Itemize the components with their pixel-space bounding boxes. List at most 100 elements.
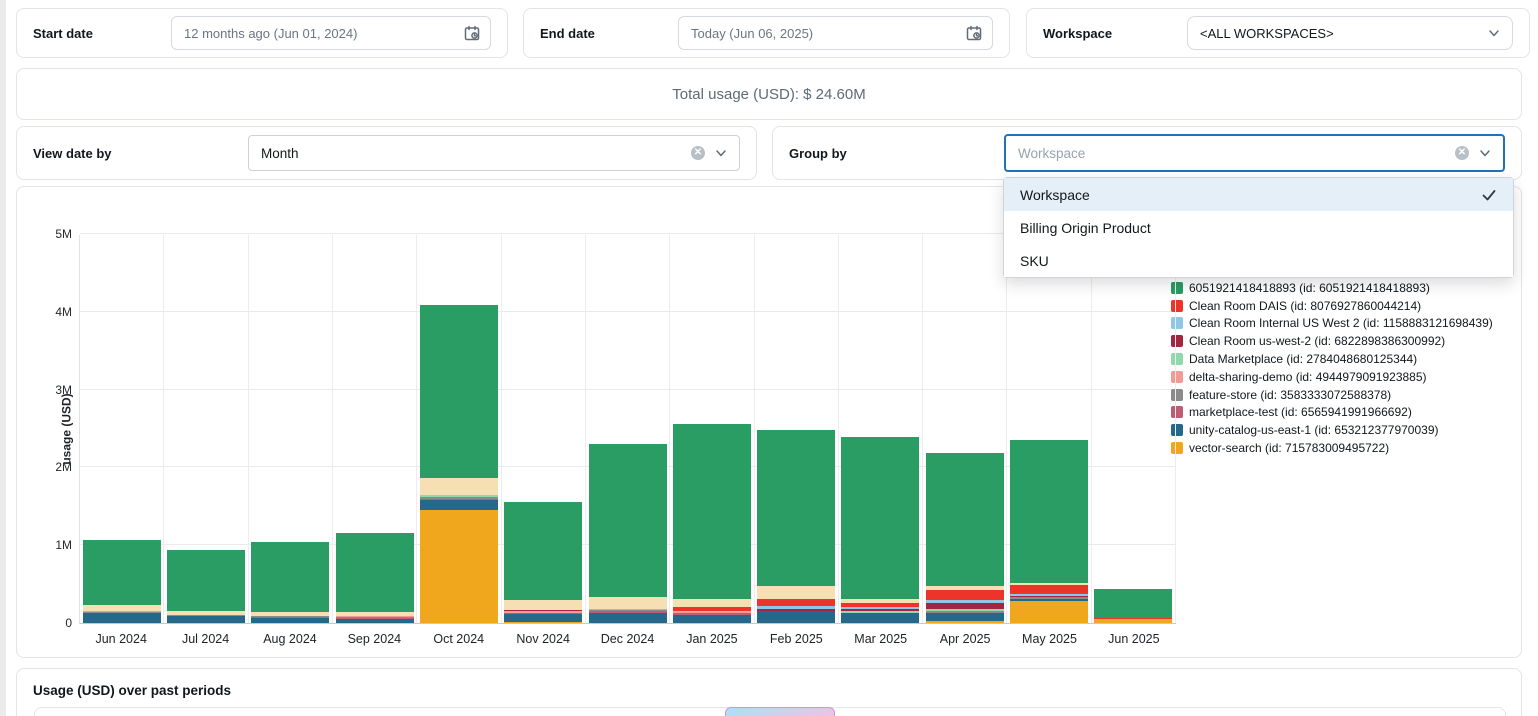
month-column	[333, 235, 418, 623]
menu-item-label: Workspace	[1020, 186, 1090, 203]
y-tick-label: 0	[65, 616, 72, 630]
workspace-label: Workspace	[1043, 25, 1113, 41]
end-date-value: Today (Jun 06, 2025)	[691, 25, 814, 41]
menu-item-label: SKU	[1020, 252, 1049, 269]
x-tick-label: Jun 2025	[1108, 632, 1160, 646]
legend-item[interactable]: delta-sharing-demo (id: 4944979091923885…	[1171, 368, 1519, 386]
clear-icon[interactable]: ✕	[1455, 146, 1469, 160]
stacked-bar-dec-2024[interactable]	[588, 444, 667, 623]
bar-segment	[166, 615, 245, 616]
bar-columns	[80, 235, 1177, 623]
bar-segment	[335, 612, 414, 617]
legend-item[interactable]: Data Marketplace (id: 2784048680125344)	[1171, 350, 1519, 368]
bar-segment	[504, 611, 583, 613]
bar-segment	[251, 542, 330, 612]
stacked-bar-jun-2024[interactable]	[82, 539, 161, 623]
legend-item[interactable]: 6051921418418893 (id: 6051921418418893)	[1171, 279, 1519, 297]
group-by-select[interactable]: Workspace ✕	[1004, 134, 1505, 172]
clear-icon[interactable]: ✕	[691, 146, 705, 160]
stacked-bar-oct-2024[interactable]	[419, 304, 498, 623]
stacked-bar-feb-2025[interactable]	[757, 430, 836, 623]
bar-segment	[1010, 583, 1089, 585]
stacked-bar-jul-2024[interactable]	[166, 549, 245, 623]
stacked-bar-may-2025[interactable]	[1010, 439, 1089, 623]
total-usage-text: Total usage (USD): $ 24.60M	[672, 85, 866, 103]
stacked-bar-aug-2024[interactable]	[251, 542, 330, 623]
end-date-input[interactable]: Today (Jun 06, 2025)	[678, 16, 993, 50]
view-date-by-card: View date by Month ✕	[16, 126, 757, 180]
bar-segment	[588, 444, 667, 597]
legend-swatch	[1171, 442, 1183, 455]
y-tick-label: 4M	[55, 304, 72, 319]
legend-label: unity-catalog-us-east-1 (id: 65321237797…	[1189, 423, 1439, 438]
workspace-value: <ALL WORKSPACES>	[1200, 25, 1334, 41]
legend-swatch	[1171, 406, 1183, 419]
usage-over-periods-title: Usage (USD) over past periods	[33, 683, 232, 698]
view-date-by-select[interactable]: Month ✕	[248, 135, 740, 171]
month-column	[502, 235, 586, 623]
bar-segment	[925, 620, 1004, 623]
bar-segment	[757, 430, 836, 586]
bar-segment	[504, 609, 583, 612]
calendar-icon[interactable]	[966, 25, 982, 41]
month-column	[1092, 235, 1177, 623]
group-by-menu: Workspace Billing Origin Product SKU	[1003, 177, 1514, 278]
end-date-card: End date Today (Jun 06, 2025)	[523, 8, 1010, 58]
stacked-bar-jan-2025[interactable]	[672, 424, 751, 623]
legend-swatch	[1171, 388, 1183, 401]
bar-segment	[335, 616, 414, 617]
bar-segment	[757, 609, 836, 611]
group-by-placeholder: Workspace	[1018, 145, 1086, 161]
legend-item[interactable]: Clean Room us-west-2 (id: 68228983863009…	[1171, 332, 1519, 350]
legend-item[interactable]: marketplace-test (id: 6565941991966692)	[1171, 404, 1519, 422]
chevron-down-icon[interactable]	[713, 145, 729, 161]
x-tick-label: Feb 2025	[769, 632, 823, 646]
bar-segment	[588, 612, 667, 623]
stacked-bar-sep-2024[interactable]	[335, 532, 414, 623]
bar-segment	[419, 498, 498, 501]
month-column	[80, 235, 165, 623]
menu-item-workspace[interactable]: Workspace	[1004, 178, 1513, 211]
bar-segment	[588, 610, 667, 611]
x-tick-label: Aug 2024	[263, 632, 317, 646]
menu-item-billing-origin-product[interactable]: Billing Origin Product	[1004, 211, 1513, 244]
chart-legend: 6051921418418893 (id: 6051921418418893) C…	[1171, 279, 1519, 457]
bar-segment	[1010, 598, 1089, 600]
start-date-value: 12 months ago (Jun 01, 2024)	[184, 25, 358, 41]
bar-segment	[841, 437, 920, 599]
bar-segment	[672, 607, 751, 612]
legend-label: feature-store (id: 3583333072588378)	[1189, 387, 1392, 402]
stacked-bar-mar-2025[interactable]	[841, 437, 920, 623]
x-tick-label: Oct 2024	[433, 632, 485, 646]
legend-item[interactable]: feature-store (id: 3583333072588378)	[1171, 386, 1519, 404]
start-date-input[interactable]: 12 months ago (Jun 01, 2024)	[171, 16, 491, 50]
legend-item[interactable]: unity-catalog-us-east-1 (id: 65321237797…	[1171, 421, 1519, 439]
workspace-select[interactable]: <ALL WORKSPACES>	[1187, 16, 1513, 50]
x-tick-label: Jul 2024	[181, 632, 230, 646]
stacked-bar-jun-2025[interactable]	[1094, 588, 1173, 623]
bar-segment	[251, 615, 330, 617]
legend-item[interactable]: Clean Room Internal US West 2 (id: 11588…	[1171, 315, 1519, 333]
legend-swatch	[1171, 370, 1183, 383]
menu-item-label: Billing Origin Product	[1020, 219, 1151, 236]
bar-segment	[335, 618, 414, 623]
bar-segment	[335, 616, 414, 618]
bar-segment	[925, 602, 1004, 610]
stacked-bar-nov-2024[interactable]	[504, 501, 583, 623]
menu-item-sku[interactable]: SKU	[1004, 244, 1513, 277]
bar-segment	[251, 611, 330, 616]
legend-item[interactable]: vector-search (id: 715783009495722)	[1171, 439, 1519, 457]
legend-item[interactable]: Clean Room DAIS (id: 8076927860044214)	[1171, 297, 1519, 315]
chevron-down-icon[interactable]	[1477, 145, 1493, 161]
stacked-bar-chart-plot: 0 1M 2M 3M 4M 5M	[55, 227, 1177, 630]
stacked-bar-apr-2025[interactable]	[925, 453, 1004, 623]
x-tick-label: Mar 2025	[854, 632, 908, 646]
bar-segment	[419, 495, 498, 497]
month-column	[670, 235, 755, 623]
period-header-chip[interactable]	[725, 707, 835, 716]
calendar-icon[interactable]	[464, 25, 480, 41]
legend-label: Clean Room DAIS (id: 8076927860044214)	[1189, 298, 1422, 313]
chevron-down-icon[interactable]	[1486, 25, 1502, 41]
bar-segment	[1010, 599, 1089, 602]
bar-segment	[1010, 584, 1089, 595]
